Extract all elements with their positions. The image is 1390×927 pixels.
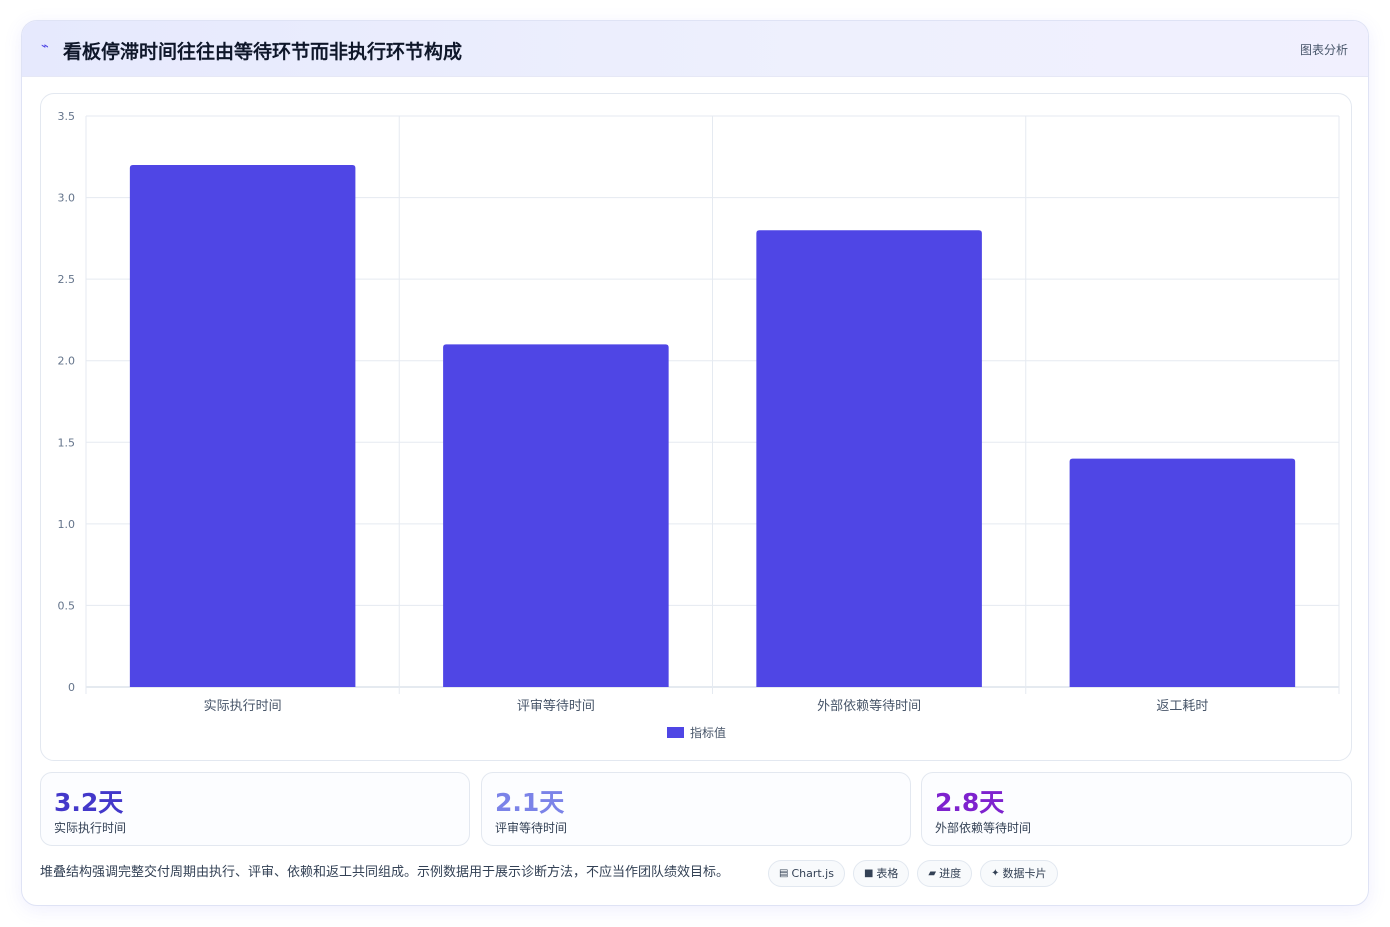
legend-label: 指标值: [690, 725, 726, 740]
bar: [443, 344, 669, 687]
card-header: ⌁ 看板停滞时间往往由等待环节而非执行环节构成 图表分析: [22, 21, 1368, 77]
x-tick-label: 评审等待时间: [517, 698, 595, 714]
bar: [756, 230, 982, 687]
table-icon: ■: [863, 868, 874, 879]
chip-chartjs[interactable]: ▤ Chart.js: [768, 860, 845, 887]
chip-label: 表格: [876, 867, 899, 880]
chip-label: 进度: [939, 867, 962, 880]
chart-js-icon: ▤: [779, 868, 789, 879]
chip-table[interactable]: ■ 表格: [852, 860, 910, 887]
x-tick-label: 实际执行时间: [204, 699, 282, 714]
stat-label: 外部依赖等待时间: [935, 821, 1032, 835]
y-tick-label: 2.0: [58, 355, 76, 368]
bar: [1069, 458, 1296, 687]
footnote: 堆叠结构强调完整交付周期由执行、评审、依赖和返工共同组成。示例数据用于展示诊断方…: [40, 865, 730, 880]
bar: [129, 164, 356, 687]
legend-swatch: [667, 727, 684, 738]
stat-value: 2.8天: [935, 788, 1005, 817]
data-card-icon: ✦: [991, 868, 1000, 879]
stat-value: 3.2天: [54, 788, 124, 817]
stat-card-review-wait: 2.1天 评审等待时间: [481, 772, 911, 846]
trend-line-icon: ⌁: [41, 39, 49, 54]
x-tick-label: 返工耗时: [1156, 699, 1208, 714]
y-tick-label: 0: [68, 681, 75, 694]
chart-analysis-tag: 图表分析: [1299, 43, 1348, 57]
chart-container: 0 0.5 1.0 1.5 2.0 2.5 3.0 3.5 实际执行时间 评审等待时间 外部依赖等待…: [40, 93, 1352, 761]
chip-progress[interactable]: ▰ 进度: [917, 860, 973, 887]
stat-label: 评审等待时间: [495, 821, 568, 835]
chart-card: ⌁ 看板停滞时间往往由等待环节而非执行环节构成 图表分析 0 0.5 1.0 1.5 2…: [21, 20, 1369, 906]
progress-icon: ▰: [928, 868, 937, 879]
bar-chart: 0 0.5 1.0 1.5 2.0 2.5 3.0 3.5 实际执行时间 评审等待时间 外部依赖等待…: [58, 110, 1340, 740]
feature-chips: ▤ Chart.js ■ 表格 ▰ 进度 ✦ 数据卡片: [768, 860, 1058, 887]
y-tick-label: 1.0: [58, 518, 76, 531]
x-tick-label: 外部依赖等待时间: [817, 698, 921, 714]
y-tick-label: 1.5: [58, 436, 76, 449]
chip-label: Chart.js: [791, 867, 834, 880]
chart-title: 看板停滞时间往往由等待环节而非执行环节构成: [63, 41, 463, 63]
chip-data-card[interactable]: ✦ 数据卡片: [980, 860, 1058, 887]
stat-label: 实际执行时间: [54, 821, 127, 835]
y-tick-label: 0.5: [58, 599, 76, 612]
stat-value: 2.1天: [495, 788, 565, 817]
y-tick-label: 3.0: [58, 192, 76, 205]
y-tick-label: 2.5: [58, 273, 76, 286]
chip-label: 数据卡片: [1002, 867, 1047, 880]
y-tick-label: 3.5: [58, 110, 76, 123]
stat-card-execution: 3.2天 实际执行时间: [40, 772, 470, 846]
stat-card-dependency-wait: 2.8天 外部依赖等待时间: [921, 772, 1352, 846]
